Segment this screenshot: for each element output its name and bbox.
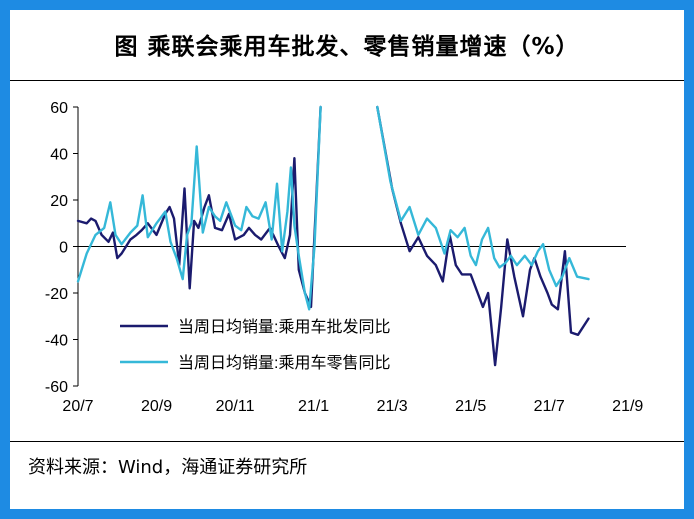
series-line-retail: [76, 105, 322, 311]
series-line-wholesale: [376, 105, 590, 367]
legend-label-wholesale: 当周日均销量:乘用车批发同比: [178, 318, 390, 336]
x-tick-label: 20/11: [216, 398, 255, 415]
y-tick-label: 20: [50, 193, 68, 210]
title-rule: [10, 80, 684, 81]
legend-label-retail: 当周日均销量:乘用车零售同比: [178, 354, 390, 372]
x-tick-label: 21/1: [298, 398, 329, 415]
x-tick-label: 21/9: [612, 398, 643, 415]
series-line-wholesale: [76, 105, 322, 309]
x-tick-label: 21/5: [455, 398, 486, 415]
y-tick-label: 60: [50, 100, 68, 117]
x-tick-label: 20/9: [141, 398, 172, 415]
title-bar: 图 乘联会乘用车批发、零售销量增速（%）: [10, 10, 684, 78]
chart-title: 图 乘联会乘用车批发、零售销量增速（%）: [114, 34, 580, 60]
y-tick-label: -20: [45, 286, 68, 303]
y-tick-label: -60: [45, 379, 68, 396]
source-note: 资料来源：Wind，海通证券研究所: [28, 457, 308, 478]
series-line-retail: [376, 105, 590, 288]
x-tick-label: 20/7: [62, 398, 93, 415]
y-tick-label: -40: [45, 333, 68, 350]
y-tick-label: 40: [50, 147, 68, 164]
line-chart: 60 40 20 0 -20 -40 -60 20/7 20/9 20/11 21/1 21/3 21/…: [45, 100, 644, 415]
y-tick-label: 0: [59, 240, 68, 257]
source-rule: [10, 441, 684, 442]
x-tick-label: 21/7: [534, 398, 565, 415]
chart-area: 60 40 20 0 -20 -40 -60 20/7 20/9 20/11 21/1 21/3 21/…: [10, 82, 684, 437]
x-tick-label: 21/3: [377, 398, 408, 415]
